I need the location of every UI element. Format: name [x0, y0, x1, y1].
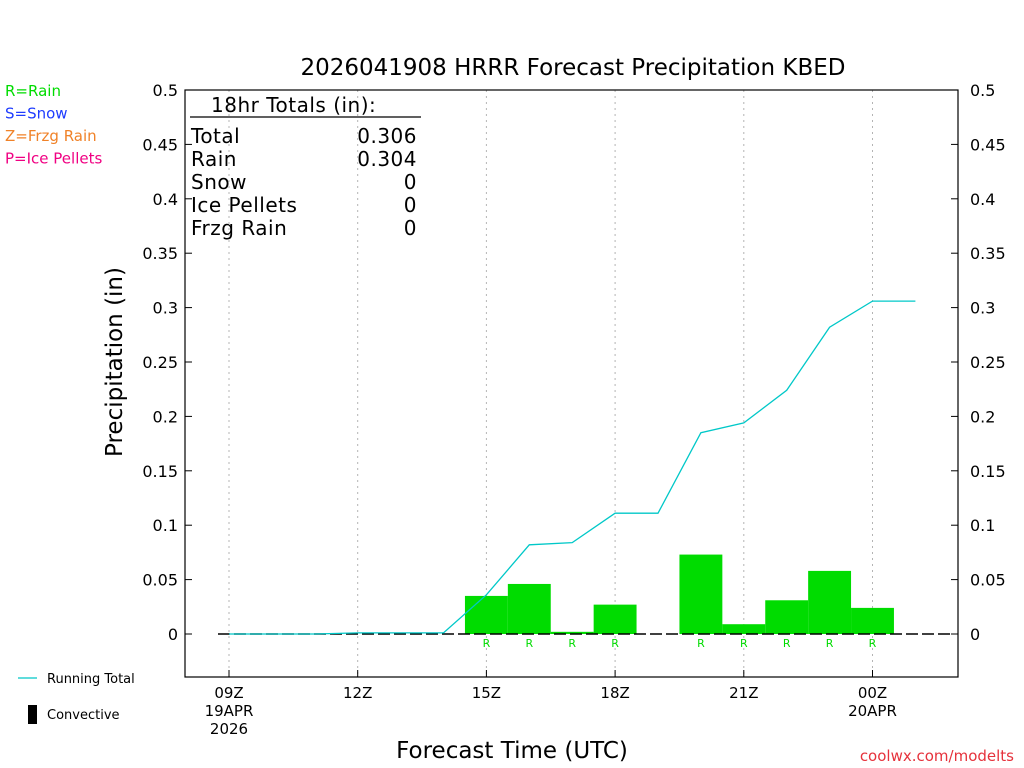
precip-bar — [550, 631, 594, 634]
totals-row-label: Total — [190, 124, 240, 148]
ptype-legend-item: P=Ice Pellets — [5, 150, 102, 168]
totals-row-value: 0 — [404, 193, 417, 217]
bar-ptype-label: R — [826, 637, 834, 650]
bar-ptype-label: R — [525, 637, 533, 650]
y-tick-label-right: 0.35 — [970, 244, 1006, 263]
y-tick-label-left: 0.35 — [142, 244, 178, 263]
totals-row-value: 0.306 — [357, 124, 417, 148]
y-axis-label: Precipitation (in) — [102, 267, 128, 457]
precip-bar — [507, 583, 551, 634]
bottom-legend-label: Running Total — [47, 672, 135, 687]
x-tick-label: 2026 — [210, 720, 248, 738]
x-tick-label: 00Z — [858, 684, 887, 702]
convective-legend-swatch — [28, 705, 37, 724]
totals-row-label: Frzg Rain — [191, 216, 287, 240]
bar-ptype-label: R — [568, 637, 576, 650]
x-tick-label: 19APR — [205, 702, 254, 720]
bar-ptype-label: R — [869, 637, 877, 650]
totals-row-value: 0 — [404, 170, 417, 194]
bar-ptype-label: R — [697, 637, 705, 650]
y-tick-label-left: 0.2 — [153, 407, 178, 426]
bottom-legend-label: Convective — [47, 708, 120, 723]
ptype-legend-item: Z=Frzg Rain — [5, 127, 97, 145]
running-total-line — [229, 300, 916, 635]
x-axis-label: Forecast Time (UTC) — [396, 738, 628, 764]
chart-title: 2026041908 HRRR Forecast Precipitation K… — [300, 55, 845, 81]
ptype-legend-item: S=Snow — [5, 105, 68, 123]
y-tick-label-right: 0.15 — [970, 462, 1006, 481]
y-tick-label-left: 0 — [168, 625, 178, 644]
precip-bar — [765, 600, 809, 634]
y-tick-label-left: 0.5 — [153, 81, 178, 100]
y-tick-label-right: 0.2 — [970, 407, 995, 426]
y-tick-label-left: 0.05 — [142, 571, 178, 590]
y-tick-label-right: 0.45 — [970, 135, 1006, 154]
x-tick-label: 21Z — [729, 684, 758, 702]
totals-row-label: Ice Pellets — [191, 193, 297, 217]
bar-ptype-label: R — [611, 637, 619, 650]
y-tick-label-left: 0.45 — [142, 135, 178, 154]
y-tick-label-left: 0.1 — [153, 516, 178, 535]
totals-row-label: Rain — [191, 147, 237, 171]
precip-bar — [808, 570, 852, 634]
y-tick-label-right: 0 — [970, 625, 980, 644]
precip-bar — [593, 604, 637, 634]
y-tick-label-right: 0.25 — [970, 353, 1006, 372]
y-tick-label-left: 0.25 — [142, 353, 178, 372]
plot-area: R R R R R R R R R 0.5 0.5 0.45 0.45 0.4 0.4 0.35 0.35 0.3… — [142, 81, 1005, 738]
precip-bar — [464, 595, 508, 634]
precip-bar — [851, 607, 894, 634]
bar-ptype-label: R — [483, 637, 491, 650]
totals-row-value: 0 — [404, 216, 417, 240]
ptype-legend-item: R=Rain — [5, 82, 61, 100]
totals-row-value: 0.304 — [357, 147, 417, 171]
y-tick-label-left: 0.15 — [142, 462, 178, 481]
totals-row-label: Snow — [191, 170, 247, 194]
bar-ptype-label: R — [783, 637, 791, 650]
precip-type-legend: R=Rain S=Snow Z=Frzg Rain P=Ice Pellets — [5, 82, 102, 168]
x-tick-label: 09Z — [214, 684, 243, 702]
totals-header: 18hr Totals (in): — [211, 93, 376, 117]
credit-text: coolwx.com/modelts — [860, 747, 1014, 765]
plot-frame — [184, 89, 959, 678]
y-tick-label-right: 0.5 — [970, 81, 995, 100]
x-tick-label: 18Z — [600, 684, 629, 702]
y-tick-label-left: 0.4 — [153, 190, 178, 209]
y-tick-label-right: 0.1 — [970, 516, 995, 535]
y-tick-label-right: 0.4 — [970, 190, 995, 209]
precip-bar — [722, 624, 766, 634]
x-tick-label: 12Z — [343, 684, 372, 702]
bottom-legend: Running Total Convective — [18, 672, 135, 724]
x-tick-label: 15Z — [472, 684, 501, 702]
bar-ptype-label: R — [740, 637, 748, 650]
precip-bar — [679, 554, 723, 634]
y-tick-label-right: 0.05 — [970, 571, 1006, 590]
y-tick-label-right: 0.3 — [970, 299, 995, 318]
x-tick-label: 20APR — [848, 702, 897, 720]
y-tick-label-left: 0.3 — [153, 299, 178, 318]
